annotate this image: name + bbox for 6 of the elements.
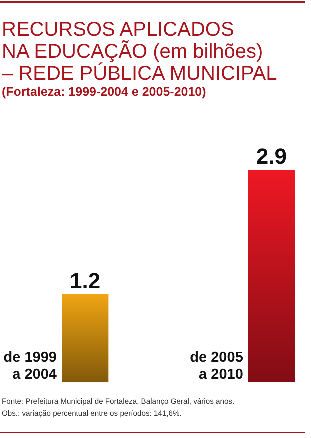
x-tick-label: de 2005 a 2010: [190, 350, 244, 383]
x-tick-label: de 1999 a 2004: [4, 350, 57, 383]
chart-subtitle: (Fortaleza: 1999-2004 e 2005-2010): [2, 85, 206, 99]
data-label: 1.2: [70, 268, 101, 294]
data-label: 2.9: [256, 144, 287, 169]
chart-title: RECURSOS APLICADOS NA EDUCAÇÃO (em bilhões) – REDE PÚBLICA MUNICIPAL: [2, 19, 278, 85]
